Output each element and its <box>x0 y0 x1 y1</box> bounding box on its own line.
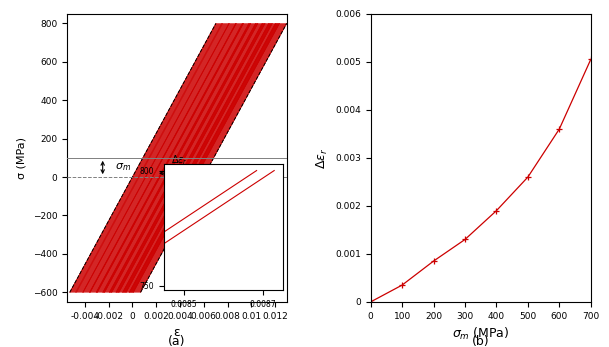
Polygon shape <box>90 24 244 292</box>
Polygon shape <box>110 24 265 292</box>
Polygon shape <box>96 24 251 292</box>
Polygon shape <box>122 24 280 292</box>
Polygon shape <box>76 24 229 292</box>
Y-axis label: $\Delta\varepsilon_r$: $\Delta\varepsilon_r$ <box>314 147 329 169</box>
Polygon shape <box>103 24 258 292</box>
Text: (a): (a) <box>168 335 186 347</box>
X-axis label: ε: ε <box>174 326 180 339</box>
Text: (b): (b) <box>472 335 490 347</box>
Y-axis label: σ (MPa): σ (MPa) <box>17 137 27 179</box>
X-axis label: $\sigma_m$ (MPa): $\sigma_m$ (MPa) <box>452 326 509 342</box>
Text: $\Delta\varepsilon_r$: $\Delta\varepsilon_r$ <box>171 154 188 168</box>
Polygon shape <box>83 24 236 292</box>
Polygon shape <box>70 24 222 292</box>
Polygon shape <box>116 24 272 292</box>
Polygon shape <box>129 24 287 292</box>
Text: $\sigma_m$: $\sigma_m$ <box>114 162 131 174</box>
